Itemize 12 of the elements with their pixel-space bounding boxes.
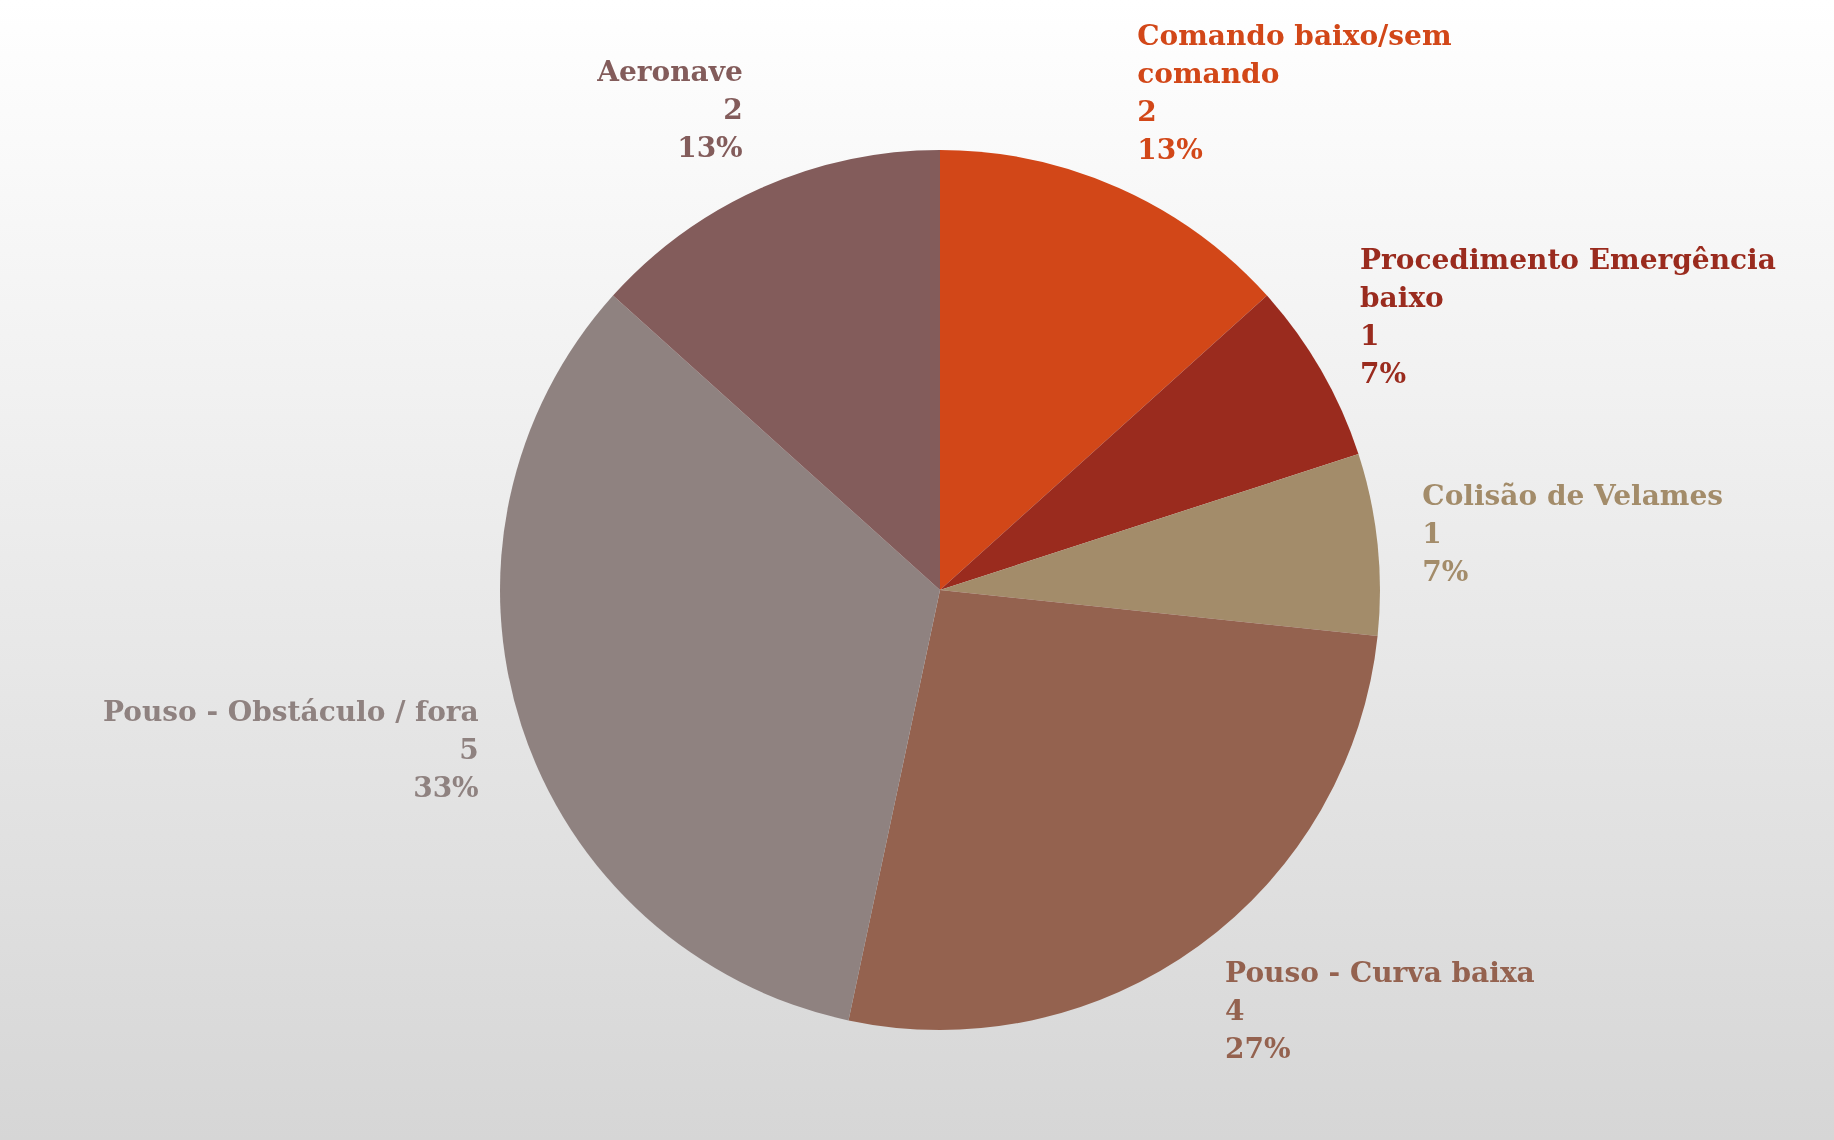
data-label: 2 13% — [677, 93, 743, 165]
slice-label: Aeronave — [596, 55, 743, 89]
data-label: 1 7% — [1360, 319, 1407, 391]
data-label: 2 13% — [1137, 95, 1203, 167]
data-label: 1 7% — [1422, 516, 1469, 588]
slice-label: Colisão de Velames — [1422, 478, 1724, 512]
slice-label: Procedimento Emergência baixo — [1360, 243, 1776, 315]
data-label: 5 33% — [413, 732, 479, 804]
slice-label: Pouso - Curva baixa — [1225, 956, 1535, 990]
data-label: 4 27% — [1225, 994, 1291, 1066]
slice-label: Pouso - Obstáculo / fora — [102, 694, 479, 728]
slice-label: Comando baixo/sem comando — [1137, 19, 1452, 91]
